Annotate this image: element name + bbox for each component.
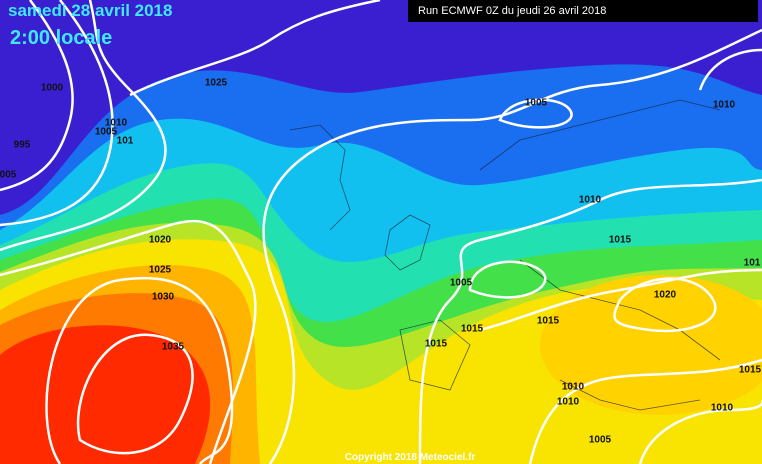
copyright: Copyright 2018 Meteociel.fr xyxy=(345,452,476,463)
isobar-label: 101 xyxy=(117,136,134,147)
isobar-label: 1010 xyxy=(557,397,580,408)
isobar-label: 1010 xyxy=(579,195,602,206)
isobar-label: 1010 xyxy=(562,382,585,393)
isobar-label: 1005 xyxy=(95,127,118,138)
isobar-label: 1010 xyxy=(713,100,736,111)
map-date: samedi 28 avril 2018 xyxy=(8,1,172,20)
map-time: 2:00 locale xyxy=(10,27,112,49)
isobar-label: 1010 xyxy=(105,118,128,129)
coastline xyxy=(289,99,721,411)
isobar-label: 1025 xyxy=(149,265,172,276)
isobar-label: 1005 xyxy=(450,278,473,289)
isobar-label: 1010 xyxy=(711,403,734,414)
isobar-label: 1020 xyxy=(149,235,172,246)
isobar-label: 101 xyxy=(744,258,761,269)
isobar-label: 1035 xyxy=(162,342,185,353)
isobar-label: 005 xyxy=(0,170,17,181)
isobar-label: 1015 xyxy=(537,316,560,327)
run-info: Run ECMWF 0Z du jeudi 26 avril 2018 xyxy=(418,5,606,17)
isobar-label: 1005 xyxy=(525,98,548,109)
isobar-label: 1015 xyxy=(425,339,448,350)
isobar-label: 1000 xyxy=(41,83,64,94)
isobar-label: 995 xyxy=(14,140,31,151)
isobar-label: 1020 xyxy=(654,290,677,301)
isobar-label: 1015 xyxy=(739,365,762,376)
run-box xyxy=(408,0,758,22)
isobar-label: 1015 xyxy=(461,324,484,335)
isobar-label: 1005 xyxy=(589,435,612,446)
isobar-label: 1025 xyxy=(205,78,228,89)
isobar-label: 1015 xyxy=(609,235,632,246)
isobar-label: 1030 xyxy=(152,292,175,303)
